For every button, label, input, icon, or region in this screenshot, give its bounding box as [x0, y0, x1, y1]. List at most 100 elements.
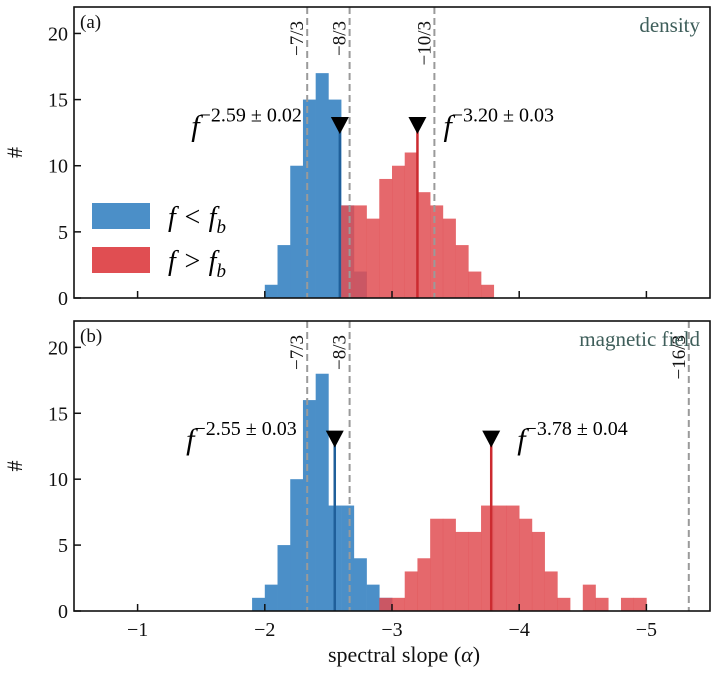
histogram-bar	[430, 205, 444, 298]
legend-main: f < f	[168, 202, 220, 233]
panel-a-density: −7/3 −8/3 −10/3 f−2.59 ± 0.02 f−3.20 ± 0.03 0…	[2, 6, 711, 310]
panel-label: (b)	[80, 326, 102, 347]
power-law-annotation: f−3.20 ± 0.03	[443, 104, 554, 142]
annotation-exponent: −3.78 ± 0.04	[526, 418, 628, 440]
histogram-bar	[481, 284, 495, 298]
histogram-bar	[404, 571, 418, 611]
histogram-bar	[442, 218, 456, 298]
reference-line-label: −7/3	[287, 335, 308, 370]
histogram-bar	[519, 518, 533, 611]
histogram-bar	[341, 205, 355, 298]
y-tick-label: 5	[58, 222, 68, 244]
histogram-bar	[544, 571, 558, 611]
x-tick-label: −5	[636, 619, 657, 641]
x-tick-label: −4	[509, 619, 530, 641]
y-tick-label: 20	[48, 337, 68, 359]
plot-frame	[73, 320, 711, 612]
x-axis-label-text: spectral slope (	[328, 642, 461, 667]
histogram-bar	[252, 597, 266, 611]
legend-label: f > fb	[168, 246, 226, 282]
histogram-bar	[493, 505, 507, 611]
median-marker	[330, 117, 349, 135]
reference-line-label: −8/3	[330, 21, 351, 56]
high-freq-histogram-b	[379, 505, 647, 611]
histogram-bar	[392, 165, 406, 298]
y-tick-label: 15	[48, 403, 68, 425]
legend-subscript: b	[216, 261, 226, 282]
histogram-bar	[531, 531, 545, 611]
histogram-bar	[506, 505, 520, 611]
annotation-exponent: −2.59 ± 0.02	[200, 104, 302, 126]
legend-label: f < fb	[168, 202, 226, 238]
histogram-bar	[392, 597, 406, 611]
panel-title: magnetic field	[579, 327, 700, 351]
histogram-bar	[341, 505, 355, 611]
histogram-bar	[595, 597, 609, 611]
legend-swatch	[92, 247, 150, 273]
histogram-bar	[417, 558, 431, 611]
histogram-bar	[353, 205, 367, 298]
legend-swatch	[92, 203, 150, 229]
x-tick-label: −3	[381, 619, 402, 641]
x-tick-label: −1	[127, 619, 148, 641]
median-marker	[408, 117, 427, 135]
panel-b-magnetic-field: −7/3 −8/3 −16/3 f−2.55 ± 0.03 f−3.78 ± 0.04 0…	[2, 320, 711, 641]
histogram-bar	[430, 518, 444, 611]
annotation-exponent: −2.55 ± 0.03	[194, 418, 296, 440]
histogram-bar	[379, 597, 393, 611]
histogram-bar	[366, 584, 380, 611]
histogram-bar	[455, 531, 469, 611]
y-tick-label: 10	[48, 469, 68, 491]
histogram-bar	[290, 165, 304, 298]
x-axis-label-close: )	[473, 642, 480, 667]
histogram-bar	[404, 152, 418, 298]
histogram-bar	[302, 400, 316, 611]
histogram-bar	[620, 597, 634, 611]
x-axis-label-symbol: α	[461, 642, 473, 667]
power-law-annotation: f−2.59 ± 0.02	[191, 104, 302, 142]
median-marker	[325, 430, 344, 448]
legend-main: f > f	[168, 246, 220, 277]
legend: f < fbf > fb	[92, 202, 226, 282]
histogram-bar	[315, 373, 329, 611]
histogram-bar	[353, 558, 367, 611]
reference-line-label: −16/3	[669, 335, 690, 380]
histogram-bar	[264, 284, 278, 298]
histogram-bar	[557, 597, 571, 611]
reference-line-label: −8/3	[330, 335, 351, 370]
reference-line-label: −10/3	[414, 21, 435, 66]
histogram-bar	[264, 584, 278, 611]
histogram-bar	[366, 218, 380, 298]
histogram-bar	[315, 73, 329, 298]
histogram-bar	[417, 192, 431, 298]
y-tick-label: 5	[58, 535, 68, 557]
low-freq-histogram-b	[252, 373, 393, 611]
annotation-exponent: −3.20 ± 0.03	[452, 104, 554, 126]
x-axis-label: spectral slope (α)	[328, 642, 480, 667]
histogram-bar	[442, 518, 456, 611]
y-tick-label: 0	[58, 288, 68, 310]
histogram-bar	[379, 178, 393, 298]
y-tick-label: 15	[48, 90, 68, 112]
histogram-bar	[290, 479, 304, 611]
histogram-bar	[633, 597, 647, 611]
histogram-bar	[455, 245, 469, 298]
histogram-bar	[302, 99, 316, 298]
power-law-annotation: f−3.78 ± 0.04	[517, 418, 628, 456]
y-tick-label: 10	[48, 156, 68, 178]
y-tick-label: 20	[48, 23, 68, 45]
reference-line-label: −7/3	[287, 21, 308, 56]
panel-label: (a)	[80, 12, 101, 33]
legend-subscript: b	[216, 217, 226, 238]
histogram-bar	[277, 545, 291, 611]
x-tick-label: −2	[254, 619, 275, 641]
y-axis-label: #	[2, 461, 27, 472]
histogram-bar	[468, 531, 482, 611]
histogram-bar	[468, 271, 482, 298]
power-law-annotation: f−2.55 ± 0.03	[186, 418, 297, 456]
panel-title: density	[639, 13, 700, 37]
y-tick-label: 0	[58, 601, 68, 623]
y-axis-label: #	[2, 147, 27, 158]
median-marker	[482, 430, 501, 448]
